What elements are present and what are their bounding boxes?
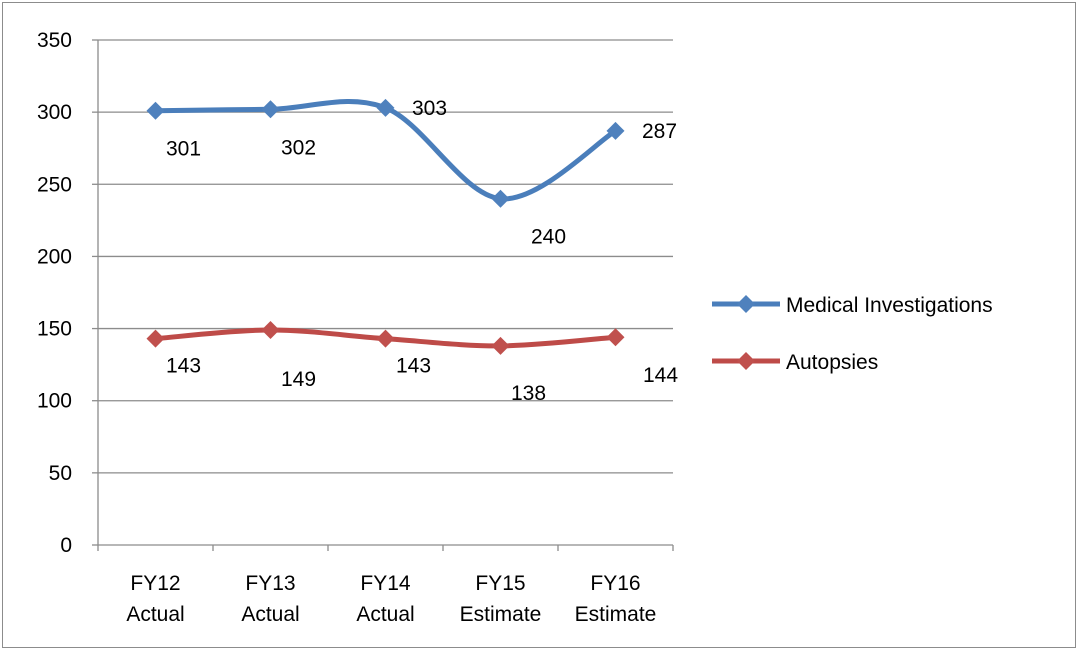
y-tick-label: 250: [37, 173, 72, 196]
data-point: [491, 336, 510, 355]
legend: Medical Investigations Autopsies: [712, 294, 993, 374]
data-point: [146, 101, 165, 120]
x-tick-label: FY12 Actual: [126, 572, 184, 626]
y-tick-label: 350: [37, 29, 72, 52]
x-tick-label-line: FY14: [360, 572, 411, 595]
data-label: 143: [166, 355, 201, 378]
x-tick-label-line: FY13: [245, 572, 295, 595]
y-tick-label: 300: [37, 101, 72, 124]
data-label: 138: [511, 382, 546, 405]
x-tick-label-line: Actual: [241, 603, 299, 626]
x-axis-tick-labels: FY12 Actual FY13 Actual FY14 Actual FY15 Estima…: [126, 572, 656, 626]
data-point: [261, 321, 280, 340]
data-point: [606, 121, 625, 140]
x-tick-label-line: Estimate: [460, 603, 542, 626]
x-tick-label-line: Actual: [356, 603, 414, 626]
x-tick-label: FY13 Actual: [241, 572, 299, 626]
data-label: 287: [642, 120, 677, 143]
data-labels: 301 302 303 240 287 143 149 143 138 144: [166, 97, 678, 405]
data-point: [491, 189, 510, 208]
legend-item: Autopsies: [712, 351, 878, 374]
legend-swatch-marker: [737, 295, 755, 313]
data-label: 303: [412, 97, 447, 120]
data-label: 301: [166, 138, 201, 161]
x-tick-label: FY14 Actual: [356, 572, 414, 626]
y-tick-label: 50: [49, 462, 72, 485]
y-tick-label: 200: [37, 245, 72, 268]
axes: [92, 39, 674, 551]
x-tick-label-line: FY16: [590, 572, 640, 595]
x-tick-label: FY16 Estimate: [575, 572, 657, 626]
legend-label: Medical Investigations: [786, 294, 993, 317]
legend-swatch-marker: [737, 352, 755, 370]
data-label: 149: [281, 368, 316, 391]
series-markers: [146, 98, 625, 355]
data-label: 302: [281, 136, 316, 159]
legend-label: Autopsies: [786, 351, 878, 374]
y-axis-tick-labels: 0 50 100 150 200 250 300 350: [37, 29, 72, 557]
series-line: [153, 99, 618, 202]
data-label: 144: [643, 364, 678, 387]
x-tick-label-line: Actual: [126, 603, 184, 626]
series-lines: [153, 99, 618, 349]
y-tick-label: 150: [37, 318, 72, 341]
data-point: [606, 328, 625, 347]
y-tick-label: 100: [37, 390, 72, 413]
data-point: [261, 100, 280, 119]
y-tick-label: 0: [60, 534, 72, 557]
x-tick-label: FY15 Estimate: [460, 572, 542, 626]
data-point: [376, 98, 395, 117]
data-label: 143: [396, 355, 431, 378]
x-tick-label-line: Estimate: [575, 603, 657, 626]
legend-item: Medical Investigations: [712, 294, 993, 317]
data-label: 240: [531, 226, 566, 249]
data-point: [376, 329, 395, 348]
x-tick-label-line: FY15: [475, 572, 525, 595]
x-tick-label-line: FY12: [130, 572, 180, 595]
data-point: [146, 329, 165, 348]
